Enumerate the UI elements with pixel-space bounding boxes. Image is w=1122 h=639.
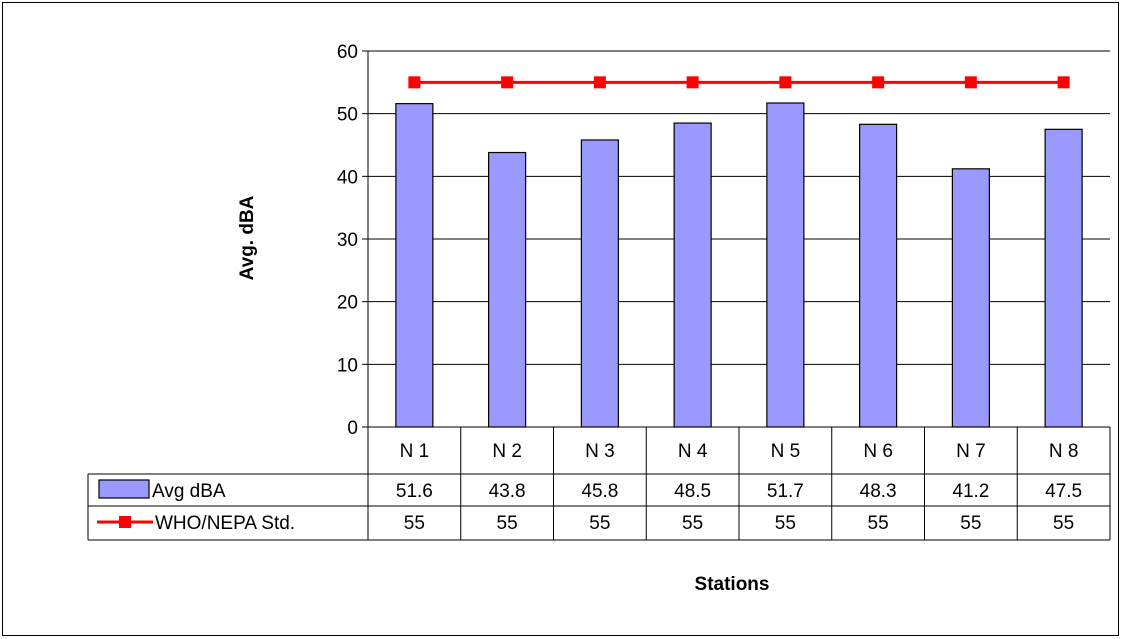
category-label: N 6 <box>863 441 893 462</box>
std-marker <box>779 76 792 89</box>
y-tick-label: 10 <box>337 355 358 376</box>
category-label: N 1 <box>400 441 430 462</box>
std-line <box>408 76 1070 89</box>
y-tick-label: 50 <box>337 105 358 126</box>
bar <box>673 122 712 428</box>
bar <box>766 102 805 428</box>
data-label: 41.2 <box>952 481 989 502</box>
std-marker <box>501 76 514 89</box>
legend-key-marker <box>119 516 131 528</box>
y-tick-label: 30 <box>337 230 358 251</box>
y-tick-label: 20 <box>337 293 358 314</box>
data-table: N 1 N 2 N 3 N 4 N 5 N 6 N 7 N 8 Avg dBA WHO/NEPA … <box>87 426 1111 541</box>
bar <box>951 168 990 428</box>
data-label: 43.8 <box>489 481 526 502</box>
bars <box>395 102 1083 428</box>
bar <box>859 123 898 428</box>
data-label: 45.8 <box>581 481 618 502</box>
data-label: 55 <box>404 513 425 534</box>
data-label: 55 <box>497 513 518 534</box>
axes: 0 10 20 30 40 50 60 <box>337 42 369 439</box>
y-axis-title: Avg. dBA <box>237 195 258 280</box>
category-label: N 4 <box>678 441 708 462</box>
category-label: N 2 <box>492 441 522 462</box>
std-marker <box>408 76 421 89</box>
data-label: 51.6 <box>396 481 433 502</box>
std-marker <box>1057 76 1070 89</box>
category-label: N 7 <box>956 441 986 462</box>
legend-key-bar <box>98 479 150 499</box>
std-marker <box>593 76 606 89</box>
y-tick-label: 60 <box>337 42 358 63</box>
data-label: 55 <box>1053 513 1074 534</box>
category-label: N 5 <box>771 441 801 462</box>
bar <box>1044 128 1083 428</box>
data-label: 55 <box>775 513 796 534</box>
series-name: Avg dBA <box>152 481 226 502</box>
std-marker <box>964 76 977 89</box>
data-label: 51.7 <box>767 481 804 502</box>
data-label: 55 <box>589 513 610 534</box>
bar <box>580 139 619 428</box>
x-axis-title: Stations <box>695 574 770 595</box>
std-marker <box>686 76 699 89</box>
std-marker <box>872 76 885 89</box>
category-label: N 3 <box>585 441 615 462</box>
data-label: 55 <box>868 513 889 534</box>
y-tick-label: 40 <box>337 167 358 188</box>
data-label: 48.5 <box>674 481 711 502</box>
series-name: WHO/NEPA Std. <box>155 513 295 534</box>
gridlines <box>368 50 1110 365</box>
data-label: 55 <box>682 513 703 534</box>
data-label: 55 <box>960 513 981 534</box>
bar <box>488 151 527 428</box>
y-tick-label: 0 <box>347 418 358 439</box>
bar <box>395 103 434 428</box>
data-label: 47.5 <box>1045 481 1082 502</box>
data-label: 48.3 <box>860 481 897 502</box>
category-label: N 8 <box>1049 441 1079 462</box>
